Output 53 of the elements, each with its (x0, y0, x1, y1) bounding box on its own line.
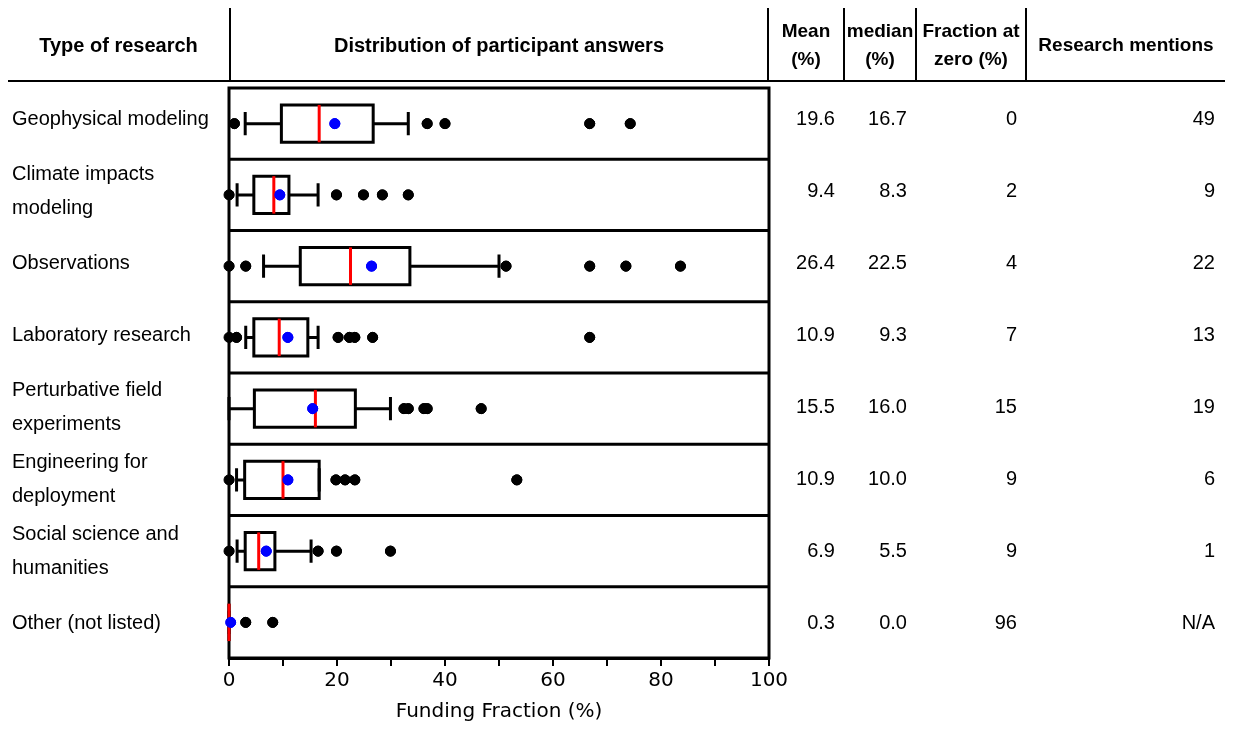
text: 10.0 (867, 465, 907, 491)
text: 26.4 (795, 249, 835, 275)
text: 7 (1004, 321, 1017, 347)
text: 9 (1004, 465, 1017, 491)
category-label: Mean (%) (769, 8, 845, 82)
text: 15 (993, 393, 1017, 419)
text: 0 (1004, 105, 1017, 131)
text: 6.9 (806, 537, 835, 563)
chart-title: Distribution of participant answers (229, 8, 769, 82)
text: 15.5 (795, 393, 835, 419)
text: 22 (1191, 249, 1215, 275)
y-tick-label: Observations (12, 250, 131, 275)
text: 16.7 (867, 105, 907, 131)
text: 4 (1004, 249, 1017, 275)
y-tick-label: Laboratory research (12, 322, 192, 347)
text: 19.6 (795, 105, 835, 131)
text: 16.0 (867, 393, 907, 419)
text: 0.0 (878, 609, 907, 635)
text: 2 (1004, 177, 1017, 203)
text: 13 (1191, 321, 1215, 347)
text: 6 (1202, 465, 1215, 491)
text: 9 (1004, 537, 1017, 563)
y-tick-label: Geophysical modeling (12, 106, 210, 131)
text: 96 (993, 609, 1017, 635)
text: 1 (1202, 537, 1215, 563)
y-tick-label: Engineering for deployment (12, 449, 149, 508)
text: 8.3 (878, 177, 907, 203)
text: N/A (1180, 609, 1215, 635)
category-label: median (%) (845, 8, 917, 82)
x-tick-label: 40 (432, 667, 458, 692)
y-axis-title: Type of research (38, 32, 199, 58)
y-tick-label: Other (not listed) (12, 610, 162, 635)
text: 22.5 (867, 249, 907, 275)
x-axis-title: Funding Fraction (%) (395, 698, 603, 723)
x-tick-label: 60 (540, 667, 566, 692)
x-tick-label: 20 (324, 667, 350, 692)
text: 19 (1191, 393, 1215, 419)
x-tick-label: 0 (222, 667, 236, 692)
text: 10.9 (795, 321, 835, 347)
text: 9.3 (878, 321, 907, 347)
category-label: Fraction at zero (%) (917, 8, 1027, 82)
text: 10.9 (795, 465, 835, 491)
text: 9 (1202, 177, 1215, 203)
y-tick-label: Perturbative field experiments (12, 377, 164, 436)
text: 49 (1191, 105, 1215, 131)
x-tick-label: 80 (648, 667, 674, 692)
text: 0.3 (806, 609, 835, 635)
text: 5.5 (878, 537, 907, 563)
y-tick-label: Climate impacts modeling (12, 161, 156, 220)
y-tick-label: Social science and humanities (12, 521, 180, 580)
category-label: Research mentions (1037, 33, 1215, 57)
text: 9.4 (806, 177, 835, 203)
x-tick-label: 100 (749, 667, 789, 692)
